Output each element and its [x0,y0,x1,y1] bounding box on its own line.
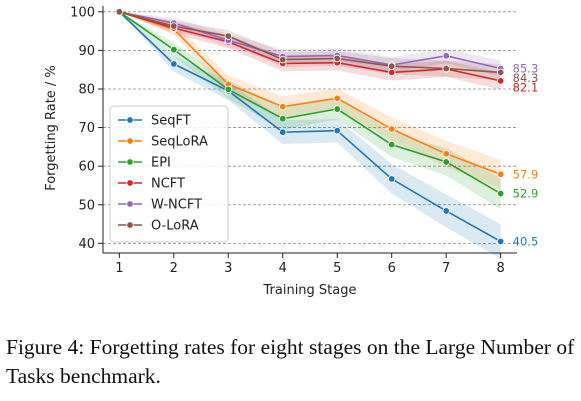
legend-label: EPI [151,156,171,171]
data-point [279,55,287,64]
data-point [170,22,178,30]
legend: SeqFT SeqLoRA EPI NCFT W-NCFT O-LoRA [109,105,229,243]
end-value-label: 40.5 [513,234,539,248]
legend-swatch-marker [126,137,134,145]
data-point [388,68,396,77]
x-axis-title: Training Stage [263,283,357,298]
end-value-labels: 40.5 57.9 52.9 82.1 85.384.3 [513,62,539,249]
x-tick-label: 3 [224,261,232,276]
y-tick-label: 60 [78,160,95,175]
data-point [442,52,450,60]
data-point [170,60,178,68]
end-value-label: 57.9 [513,167,539,181]
line-chart: 40 50 60 70 80 90 100 1 2 3 4 5 6 7 8 40.5 57.9 52.9 82.1… [44,5,539,298]
data-point [388,62,396,70]
data-point [224,32,232,40]
data-point [333,105,341,113]
y-tick-label: 100 [70,5,95,20]
x-tick-label: 8 [497,261,505,276]
data-point [496,237,505,246]
data-point [224,85,232,94]
data-point [442,64,450,73]
data-point [115,8,124,16]
y-tick-label: 90 [78,44,95,59]
confidence-band [119,11,501,189]
y-tick-label: 40 [78,237,95,252]
data-point [333,94,341,102]
series-line [118,11,502,243]
confidence-band [119,11,501,259]
x-tick-label: 4 [279,261,287,276]
confidence-band [119,11,501,210]
end-value-label: 85.3 [513,62,539,76]
data-point [333,126,341,135]
data-point [496,77,505,85]
confidence-band [119,11,501,90]
axes: 40 50 60 70 80 90 100 1 2 3 4 5 6 7 8 [70,5,517,276]
data-point [388,125,396,133]
legend-swatch-marker [126,221,134,229]
legend-swatch-marker [126,158,134,166]
confidence-band [119,11,501,77]
data-point [442,207,450,215]
data-point [496,189,505,198]
data-point [388,140,396,149]
series-line [119,11,501,70]
data-point [388,175,396,183]
legend-label: W-NCFT [151,198,202,213]
data-point [279,103,287,111]
x-tick-label: 6 [388,261,396,276]
data-point [333,54,341,63]
legend-swatch-marker [126,179,134,187]
legend-box [109,105,229,243]
figure-caption: Figure 4: Forgetting rates for eight sta… [6,335,575,388]
series-line [119,11,501,176]
y-tick-label: 80 [78,82,95,97]
end-value-label: 52.9 [513,187,539,201]
data-point [442,158,450,166]
data-point [496,68,505,77]
y-axis-title: Forgetting Rate / % [44,65,59,191]
gridlines [103,11,517,244]
y-tick-label: 70 [78,121,95,136]
legend-swatch-marker [126,116,134,124]
legend-label: O-LoRA [151,219,199,234]
data-point [442,150,450,158]
end-value-label: 84.3 [513,71,539,85]
data-point [279,128,287,136]
end-value-label: 82.1 [513,81,539,95]
data-point [170,45,178,54]
series-line [119,11,501,82]
legend-label: NCFT [151,177,185,192]
series-line [119,11,501,74]
series-lines [115,8,505,246]
data-point [496,170,505,178]
x-tick-label: 5 [333,261,341,276]
series-line [118,11,502,195]
x-tick-label: 1 [115,261,123,276]
x-tick-label: 2 [170,261,178,276]
legend-swatch-marker [126,200,134,208]
data-point [279,114,287,123]
x-tick-label: 7 [442,261,450,276]
y-tick-label: 50 [78,198,95,213]
legend-label: SeqFT [151,114,191,129]
legend-label: SeqLoRA [151,135,208,150]
